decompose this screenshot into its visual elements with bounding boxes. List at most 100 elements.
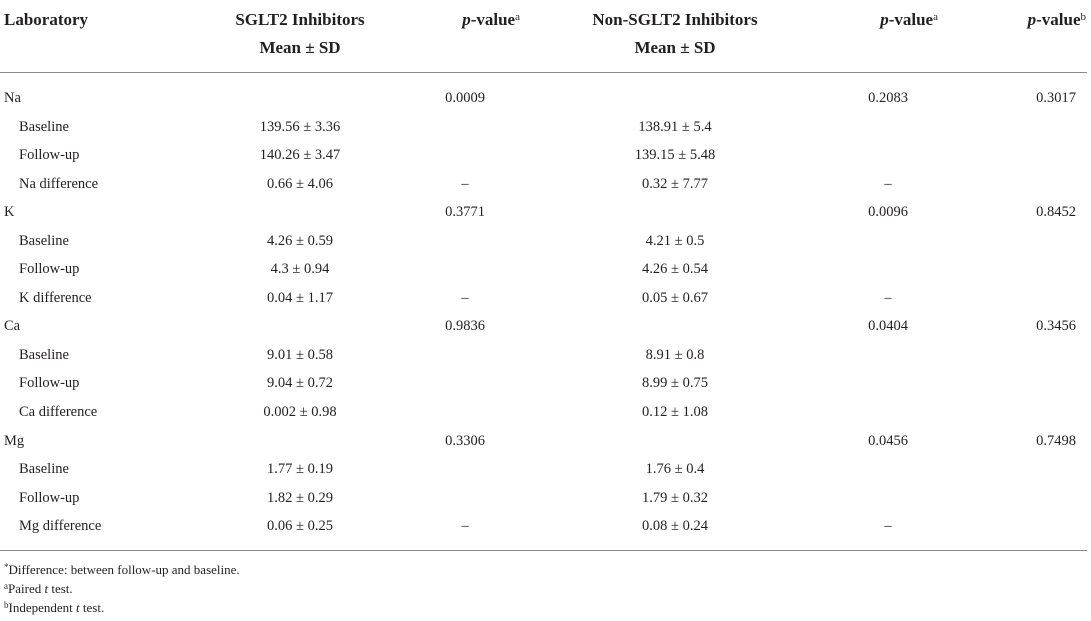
table-row: Baseline 139.56 ± 3.36 138.91 ± 5.4 — [0, 113, 1091, 142]
footnote-independent-t-test: bIndependent t test. — [4, 598, 240, 617]
cell-label: Na — [4, 90, 21, 106]
cell-non-sglt2-mean-sd: 0.32 ± 7.77 — [642, 175, 708, 192]
footnote-text: t — [76, 600, 80, 615]
cell-non-sglt2-mean-sd: 138.91 ± 5.4 — [638, 118, 712, 135]
table-row: Mg difference 0.06 ± 0.25 – 0.08 ± 0.24 – — [0, 512, 1091, 541]
header-laboratory: Laboratory — [4, 10, 89, 29]
cell-non-sglt2-mean-sd: 1.79 ± 0.32 — [642, 489, 708, 506]
header-pvalue-paired-sglt2: p-valuea — [462, 10, 520, 29]
cell-non-sglt2-mean-sd: 139.15 ± 5.48 — [634, 147, 716, 164]
cell-non-sglt2-mean-sd: 4.21 ± 0.5 — [645, 232, 705, 249]
header-pvalue-independent: p-valueb — [1027, 10, 1086, 29]
table-row: Baseline 4.26 ± 0.59 4.21 ± 0.5 — [0, 227, 1091, 256]
table-row: Mg 0.3306 0.0456 0.7498 — [0, 427, 1091, 456]
header-sglt2-title: SGLT2 Inhibitors — [235, 10, 365, 29]
cell-pvalue-independent: 0.3456 — [1036, 318, 1076, 335]
cell-non-sglt2-mean-sd: 0.05 ± 0.67 — [642, 289, 708, 306]
header-divider — [0, 72, 1087, 73]
header-pvalue-paired-non-sglt2: p-valuea — [880, 10, 938, 29]
cell-sglt2-mean-sd: 140.26 ± 3.47 — [259, 147, 341, 164]
cell-label: Mg — [4, 432, 25, 449]
table-row: Follow-up 4.3 ± 0.94 4.26 ± 0.54 — [0, 255, 1091, 284]
cell-sglt2-mean-sd: 1.82 ± 0.29 — [267, 489, 333, 506]
cell-sglt2-mean-sd: 9.01 ± 0.58 — [267, 346, 333, 363]
cell-label: Follow-up — [19, 147, 80, 164]
cell-pvalue-paired-sglt2: 0.9836 — [445, 318, 485, 335]
header-non-sglt2: Non-SGLT2 Inhibitors Mean ± SD — [545, 6, 805, 62]
cell-label: Baseline — [19, 461, 69, 478]
table-row: Baseline 1.77 ± 0.19 1.76 ± 0.4 — [0, 455, 1091, 484]
header-sglt2: SGLT2 Inhibitors Mean ± SD — [170, 6, 430, 62]
cell-label: Mg difference — [19, 518, 102, 535]
footnote-text: t — [44, 581, 49, 596]
header-non-sglt2-subtitle: Mean ± SD — [634, 38, 716, 57]
cell-sglt2-mean-sd: 4.3 ± 0.94 — [270, 261, 330, 278]
cell-pvalue-paired-non-sglt2: – — [884, 175, 892, 192]
cell-non-sglt2-mean-sd: 0.08 ± 0.24 — [642, 518, 708, 535]
table-row: Follow-up 1.82 ± 0.29 1.79 ± 0.32 — [0, 484, 1091, 513]
header-sglt2-subtitle: Mean ± SD — [259, 38, 341, 57]
cell-label: Ca — [4, 318, 21, 335]
cell-pvalue-paired-sglt2: – — [461, 518, 469, 535]
footnote-text: Independent — [8, 600, 77, 615]
footnote-paired-t-test: aPaired t test. — [4, 579, 240, 598]
cell-sglt2-mean-sd: 0.66 ± 4.06 — [267, 175, 333, 192]
cell-pvalue-paired-non-sglt2: – — [884, 289, 892, 306]
footnote-text: test. — [79, 600, 105, 615]
cell-sglt2-mean-sd: 1.77 ± 0.19 — [267, 461, 333, 478]
cell-sglt2-mean-sd: 139.56 ± 3.36 — [259, 118, 341, 135]
footnote-text: b — [4, 600, 9, 610]
cell-pvalue-paired-non-sglt2: 0.0456 — [868, 432, 908, 449]
cell-non-sglt2-mean-sd: 8.99 ± 0.75 — [642, 375, 708, 392]
table-row: Na 0.0009 0.2083 0.3017 — [0, 84, 1091, 113]
table-body: Na 0.0009 0.2083 0.3017 Baseline 139.56 ± 3.… — [0, 84, 1091, 541]
cell-label: Baseline — [19, 232, 69, 249]
cell-pvalue-independent: 0.7498 — [1036, 432, 1076, 449]
cell-non-sglt2-mean-sd: 4.26 ± 0.54 — [642, 261, 708, 278]
cell-label: Ca difference — [19, 404, 98, 421]
table-row: Ca difference 0.002 ± 0.98 0.12 ± 1.08 — [0, 398, 1091, 427]
cell-non-sglt2-mean-sd: 0.12 ± 1.08 — [642, 404, 708, 421]
cell-pvalue-paired-non-sglt2: 0.0096 — [868, 204, 908, 221]
cell-pvalue-independent: 0.3017 — [1036, 90, 1076, 106]
cell-label: Follow-up — [19, 489, 80, 506]
cell-sglt2-mean-sd: 0.06 ± 0.25 — [267, 518, 333, 535]
table-row: Follow-up 9.04 ± 0.72 8.99 ± 0.75 — [0, 369, 1091, 398]
table-footnotes: *Difference: between follow-up and basel… — [4, 560, 240, 617]
cell-label: Baseline — [19, 346, 69, 363]
cell-label: Follow-up — [19, 261, 80, 278]
cell-non-sglt2-mean-sd: 1.76 ± 0.4 — [645, 461, 705, 478]
footnote-text: test. — [48, 581, 73, 596]
cell-pvalue-paired-sglt2: 0.3771 — [445, 204, 485, 221]
cell-label: K — [4, 204, 15, 221]
cell-pvalue-paired-sglt2: – — [461, 289, 469, 306]
cell-label: Na difference — [19, 175, 99, 192]
table-row: K 0.3771 0.0096 0.8452 — [0, 198, 1091, 227]
cell-pvalue-paired-non-sglt2: 0.0404 — [868, 318, 908, 335]
footnote-text: Difference: between follow-up and baseli… — [8, 562, 240, 577]
cell-label: Follow-up — [19, 375, 80, 392]
cell-pvalue-paired-sglt2: 0.0009 — [445, 90, 485, 106]
footnote-text: a — [4, 581, 8, 591]
footnote-difference: *Difference: between follow-up and basel… — [4, 560, 240, 579]
cell-non-sglt2-mean-sd: 8.91 ± 0.8 — [645, 346, 705, 363]
cell-sglt2-mean-sd: 9.04 ± 0.72 — [267, 375, 333, 392]
cell-pvalue-paired-non-sglt2: 0.2083 — [868, 90, 908, 106]
table-row: Baseline 9.01 ± 0.58 8.91 ± 0.8 — [0, 341, 1091, 370]
table-bottom-divider — [0, 550, 1087, 551]
header-non-sglt2-title: Non-SGLT2 Inhibitors — [592, 10, 758, 29]
cell-pvalue-paired-sglt2: 0.3306 — [445, 432, 485, 449]
cell-sglt2-mean-sd: 4.26 ± 0.59 — [267, 232, 333, 249]
table-row: K difference 0.04 ± 1.17 – 0.05 ± 0.67 – — [0, 284, 1091, 313]
table-row: Ca 0.9836 0.0404 0.3456 — [0, 312, 1091, 341]
cell-label: K difference — [19, 289, 92, 306]
cell-label: Baseline — [19, 118, 69, 135]
table-row: Follow-up 140.26 ± 3.47 139.15 ± 5.48 — [0, 141, 1091, 170]
cell-pvalue-paired-non-sglt2: – — [884, 518, 892, 535]
cell-pvalue-paired-sglt2: – — [461, 175, 469, 192]
cell-sglt2-mean-sd: 0.04 ± 1.17 — [267, 289, 333, 306]
cell-pvalue-independent: 0.8452 — [1036, 204, 1076, 221]
table-row: Na difference 0.66 ± 4.06 – 0.32 ± 7.77 – — [0, 170, 1091, 199]
footnote-text: Paired — [8, 581, 45, 596]
footnote-text: * — [4, 562, 9, 572]
